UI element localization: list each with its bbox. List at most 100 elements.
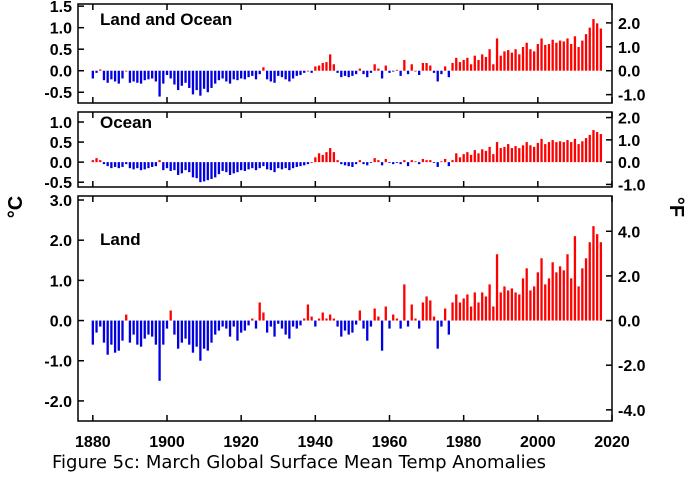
- bar-1890: [128, 70, 132, 83]
- bar-1977: [451, 302, 454, 321]
- bar-1902: [173, 162, 176, 171]
- bar-2010: [573, 138, 577, 163]
- bar-1918: [232, 162, 235, 174]
- bar-1965: [406, 70, 410, 75]
- bar-1948: [343, 320, 347, 331]
- bar-1886: [113, 320, 117, 353]
- bar-1941: [317, 153, 321, 163]
- bar-1967: [414, 318, 417, 321]
- bar-1981: [466, 57, 469, 71]
- bar-1958: [380, 320, 384, 351]
- bar-1957: [377, 68, 380, 71]
- panel-2-ytick-label: 1.0: [50, 115, 72, 132]
- bar-1985: [481, 292, 484, 321]
- bar-1936: [299, 320, 302, 326]
- bar-1921: [243, 320, 247, 331]
- bar-1899: [162, 320, 165, 345]
- bar-1911: [206, 70, 209, 93]
- bar-1901: [169, 310, 172, 321]
- bar-1935: [295, 320, 298, 329]
- bar-1962: [395, 69, 399, 71]
- bar-1964: [403, 284, 406, 321]
- bar-1931: [280, 162, 284, 170]
- bar-1883: [102, 320, 106, 343]
- bar-1892: [136, 320, 139, 345]
- bar-1932: [284, 320, 287, 335]
- bar-2012: [581, 141, 584, 163]
- bar-1986: [484, 56, 488, 71]
- bar-1945: [332, 318, 336, 321]
- bar-1914: [217, 320, 221, 331]
- panel-2-ytick-label: 0.5: [50, 135, 72, 152]
- bar-1998: [529, 145, 532, 163]
- bar-1966: [410, 160, 413, 163]
- bar-1999: [532, 286, 536, 321]
- bar-1918: [232, 320, 235, 327]
- bar-2002: [544, 144, 547, 163]
- bar-1885: [110, 162, 113, 169]
- bar-1998: [529, 49, 532, 71]
- bar-1887: [117, 70, 120, 84]
- y-axis-label-fahrenheit: °F: [665, 197, 687, 217]
- bar-2011: [577, 286, 580, 321]
- bar-1887: [117, 162, 120, 169]
- bar-1968: [418, 162, 421, 165]
- bar-1962: [395, 162, 399, 163]
- panel-2-frame: [77, 111, 613, 188]
- bar-1917: [228, 70, 232, 84]
- bar-2017: [599, 28, 603, 71]
- bar-1888: [121, 320, 124, 341]
- bar-1991: [503, 51, 506, 71]
- bar-1923: [251, 162, 254, 169]
- bar-1937: [303, 318, 306, 321]
- bar-1961: [392, 314, 395, 321]
- bar-1908: [195, 320, 198, 347]
- bar-1912: [210, 162, 213, 179]
- bar-2007: [562, 270, 565, 321]
- bar-1937: [303, 162, 306, 166]
- panel-3-ytick-label: -2.0: [44, 394, 72, 411]
- bar-2009: [570, 44, 573, 71]
- bar-1963: [399, 70, 402, 76]
- bar-1938: [306, 304, 310, 321]
- bar-1903: [176, 162, 180, 175]
- bar-1957: [377, 160, 380, 163]
- panel-2-y2tick-label: 0.0: [618, 155, 640, 172]
- bar-1926: [262, 162, 265, 167]
- bar-1972: [432, 70, 436, 73]
- bar-1954: [366, 162, 369, 166]
- bar-1957: [377, 316, 380, 321]
- panel-1-y2tick-label: -1.0: [618, 88, 646, 105]
- bar-1982: [469, 64, 473, 71]
- panel-3-ytick-label: 1.0: [50, 273, 72, 290]
- bar-1961: [392, 162, 395, 165]
- bar-1898: [158, 70, 161, 97]
- bar-1956: [373, 64, 376, 71]
- panel-1-ytick-label: -0.5: [44, 85, 72, 102]
- bar-1892: [136, 70, 139, 83]
- bar-1966: [410, 64, 413, 71]
- bar-1942: [321, 312, 324, 321]
- bar-1920: [240, 320, 243, 333]
- bar-2007: [562, 41, 565, 71]
- bar-2010: [573, 36, 577, 71]
- bar-1942: [321, 62, 324, 71]
- panel-1-ytick-label: 0.0: [50, 64, 72, 81]
- bar-1901: [169, 70, 172, 79]
- bar-2001: [540, 258, 543, 321]
- bar-1937: [303, 70, 306, 73]
- bar-2014: [588, 134, 591, 163]
- bar-1932: [284, 162, 287, 169]
- bar-1898: [158, 320, 161, 381]
- bar-1931: [280, 320, 284, 329]
- bar-1938: [306, 162, 310, 165]
- bar-1988: [492, 306, 495, 321]
- bar-1944: [329, 148, 332, 163]
- bar-1933: [288, 70, 291, 82]
- bar-1977: [451, 62, 454, 71]
- bar-1884: [106, 320, 109, 355]
- bar-1968: [418, 320, 421, 329]
- bar-1973: [436, 70, 439, 82]
- bar-1976: [447, 320, 450, 335]
- bar-1922: [247, 70, 250, 78]
